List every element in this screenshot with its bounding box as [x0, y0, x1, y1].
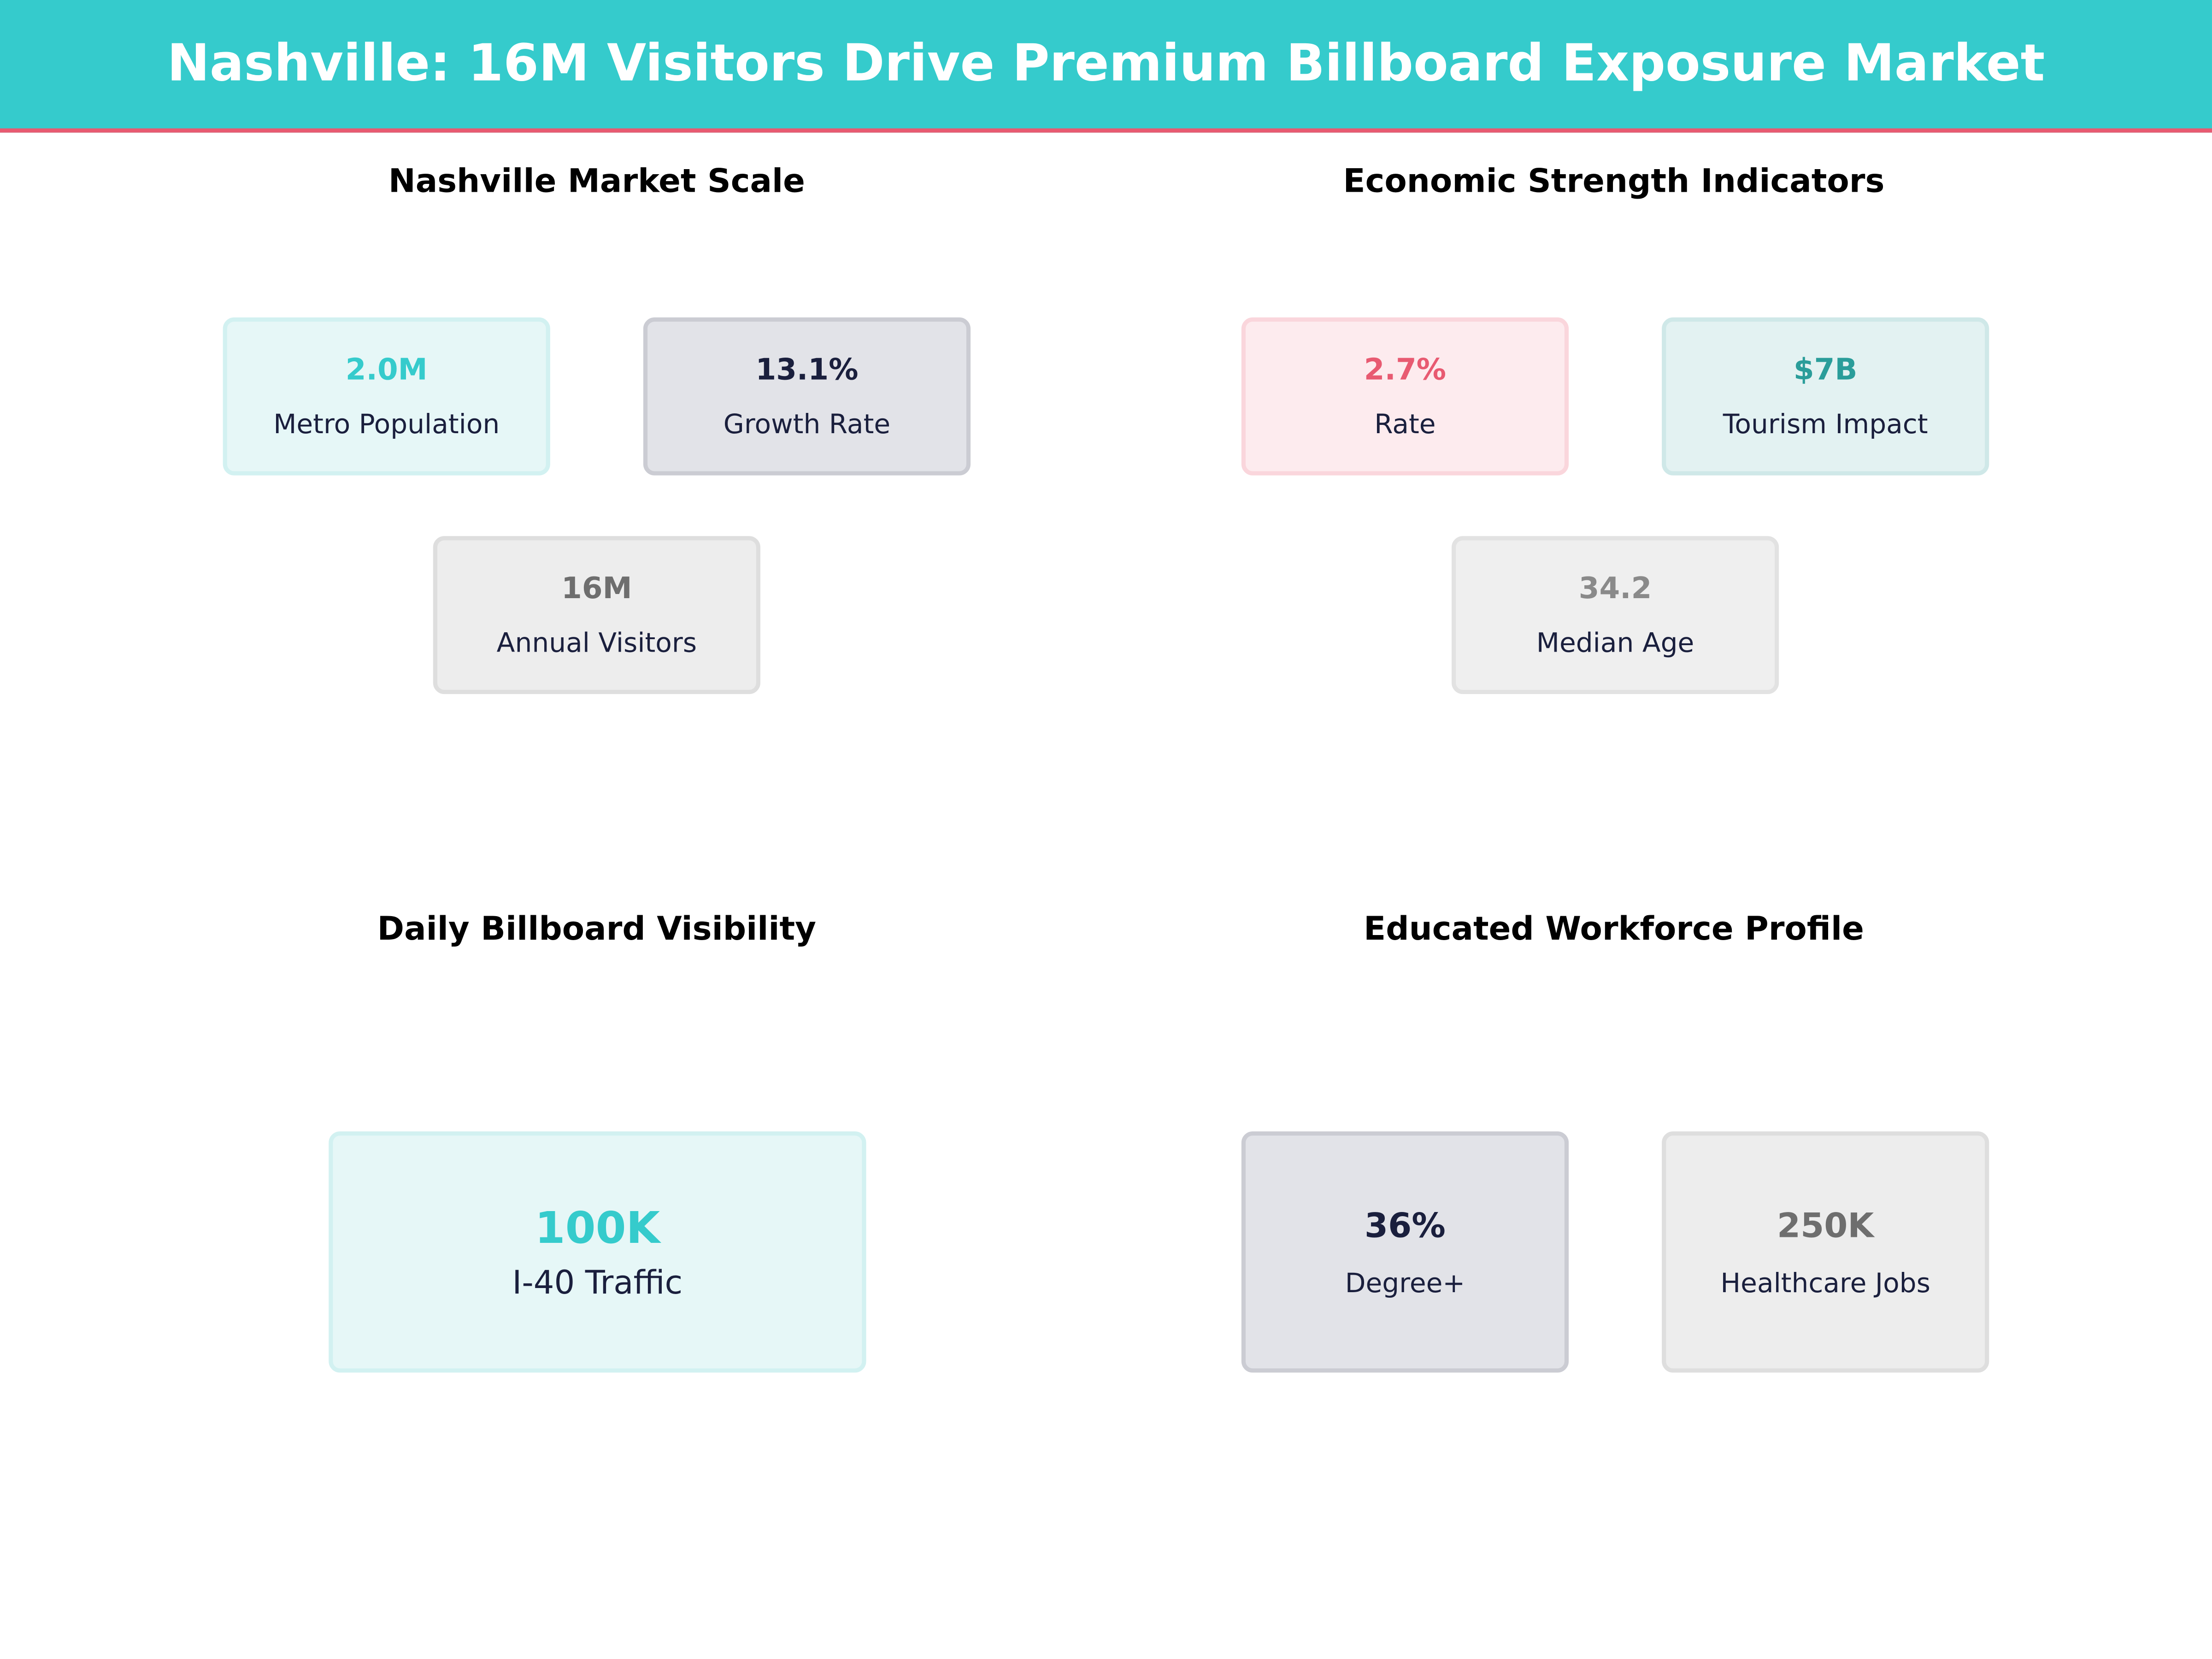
- metric-label: Degree+: [1345, 1267, 1465, 1299]
- metric-label: Median Age: [1536, 628, 1694, 659]
- section-title-billboard-visibility: Daily Billboard Visibility: [377, 911, 817, 948]
- metric-value: 250K: [1777, 1205, 1874, 1245]
- section-title-economic-strength: Economic Strength Indicators: [1343, 164, 1885, 200]
- metric-card-annual-visitors: 16M Annual Visitors: [433, 536, 760, 694]
- metric-card-metro-population: 2.0M Metro Population: [223, 317, 550, 476]
- metric-value: 16M: [561, 571, 632, 606]
- metric-label: Metro Population: [273, 409, 500, 441]
- metric-label: Annual Visitors: [496, 628, 697, 659]
- metric-value: 13.1%: [755, 353, 859, 387]
- section-title-market-scale: Nashville Market Scale: [388, 164, 805, 200]
- metric-value: 2.0M: [345, 353, 428, 387]
- metric-value: 34.2: [1578, 571, 1652, 606]
- metric-value: $7B: [1793, 353, 1858, 387]
- metric-label: Healthcare Jobs: [1720, 1267, 1930, 1299]
- metric-card-healthcare-jobs: 250K Healthcare Jobs: [1662, 1131, 1989, 1373]
- metric-card-tourism-impact: $7B Tourism Impact: [1662, 317, 1989, 476]
- metric-value: 100K: [535, 1202, 660, 1253]
- metric-card-growth-rate: 13.1% Growth Rate: [643, 317, 971, 476]
- header-banner: Nashville: 16M Visitors Drive Premium Bi…: [0, 0, 2212, 133]
- metric-card-i40-traffic: 100K I-40 Traffic: [329, 1131, 866, 1373]
- metric-card-rate: 2.7% Rate: [1241, 317, 1569, 476]
- metric-label: Rate: [1374, 409, 1436, 441]
- section-title-workforce-profile: Educated Workforce Profile: [1364, 911, 1864, 948]
- metric-value: 36%: [1364, 1205, 1446, 1245]
- metric-label: I-40 Traffic: [512, 1265, 683, 1301]
- metric-value: 2.7%: [1364, 353, 1447, 387]
- metric-label: Tourism Impact: [1723, 409, 1928, 441]
- metric-label: Growth Rate: [723, 409, 891, 441]
- metric-card-degree: 36% Degree+: [1241, 1131, 1569, 1373]
- page-title: Nashville: 16M Visitors Drive Premium Bi…: [167, 35, 2045, 94]
- metric-card-median-age: 34.2 Median Age: [1451, 536, 1779, 694]
